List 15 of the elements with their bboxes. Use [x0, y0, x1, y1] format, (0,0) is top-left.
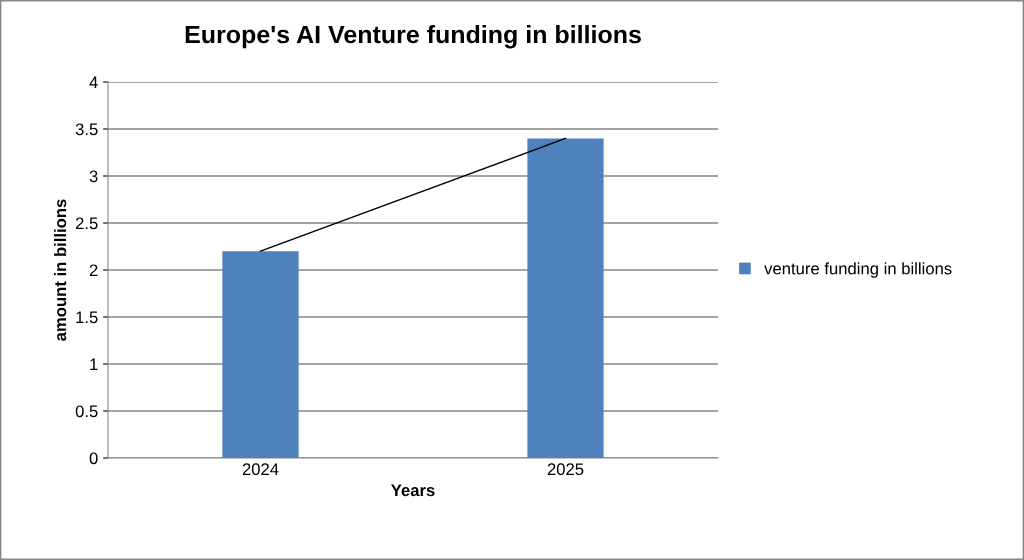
y-tick-label: 1.5	[76, 311, 98, 324]
x-axis-title: Years	[391, 484, 435, 497]
y-axis-title: amount in billions	[54, 199, 67, 341]
y-tick-label: 1	[90, 358, 98, 371]
x-tick-label: 2024	[242, 463, 279, 476]
y-tick-label: 0	[89, 452, 98, 465]
y-tick-label: 3.5	[75, 123, 98, 136]
x-tick-label: 2025	[547, 463, 584, 476]
y-tick-label: 2	[89, 264, 98, 277]
y-tick-label: 0.5	[75, 405, 98, 418]
y-tick-label: 3	[89, 170, 98, 183]
legend-label: venture funding in billions	[764, 262, 952, 278]
y-tick-label: 4	[89, 76, 98, 89]
chart-title: Europe's AI Venture funding in billions	[185, 24, 641, 49]
y-tick-label: 2.5	[75, 217, 98, 230]
